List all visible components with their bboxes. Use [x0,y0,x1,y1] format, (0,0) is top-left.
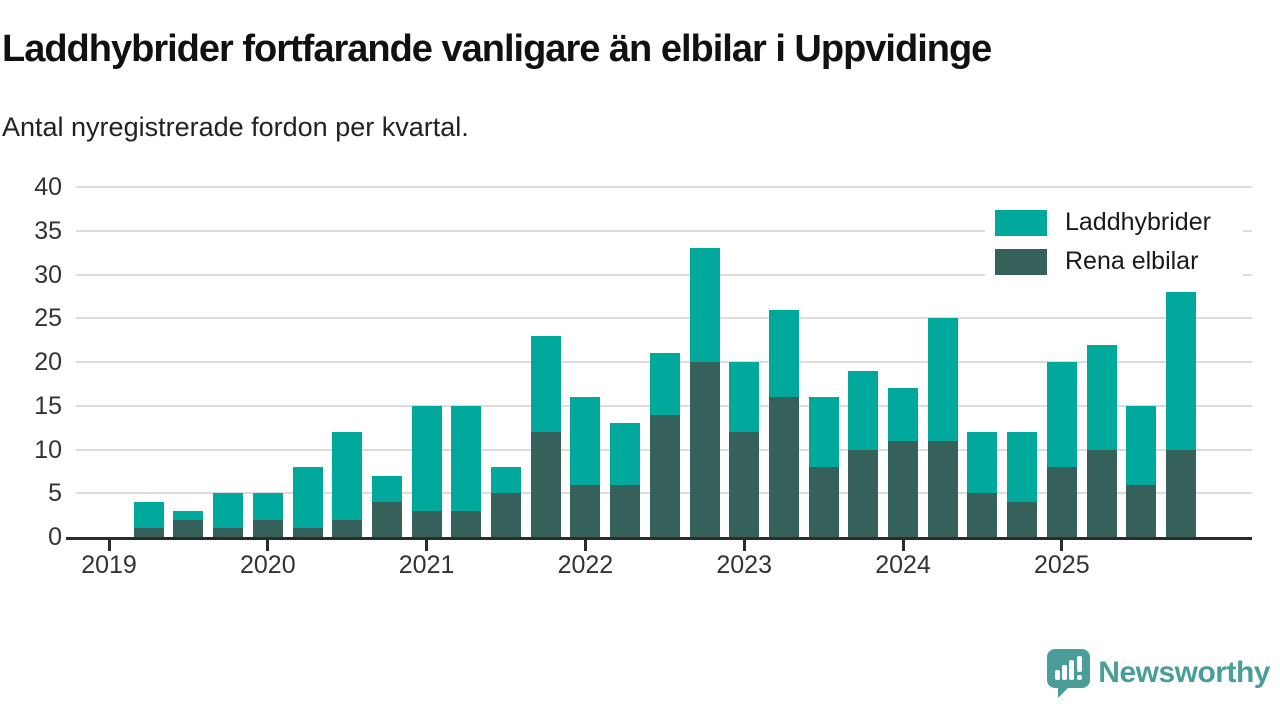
bar-segment-rena-elbilar [213,528,243,537]
bar-segment-rena-elbilar [967,493,997,537]
bar-segment-rena-elbilar [809,467,839,537]
bar-segment-laddhybrider [888,388,918,441]
bar-segment-rena-elbilar [650,415,680,538]
x-axis-tick-mark [902,540,905,551]
chart-legend: Laddhybrider Rena elbilar [985,200,1243,292]
legend-swatch-laddhybrider [995,210,1047,236]
x-axis-tick-mark [1060,540,1063,551]
newsworthy-brand-footer: Newsworthy [1046,648,1270,698]
x-axis-year-label: 2019 [49,551,169,580]
y-axis-tick-label: 20 [4,350,62,375]
y-axis-tick-label: 10 [4,438,62,463]
bar-segment-rena-elbilar [1047,467,1077,537]
y-axis-tick-label: 15 [4,394,62,419]
bar-segment-laddhybrider [293,467,323,528]
bar-segment-laddhybrider [809,397,839,467]
bar-segment-laddhybrider [1087,345,1117,450]
x-axis-year-label: 2021 [367,551,487,580]
bar-segment-laddhybrider [690,248,720,362]
x-axis-year-label: 2025 [1002,551,1122,580]
bar-segment-laddhybrider [332,432,362,520]
x-axis-tick-mark [584,540,587,551]
bar-segment-laddhybrider [451,406,481,511]
bar-segment-laddhybrider [1007,432,1037,502]
bar-segment-laddhybrider [967,432,997,493]
bar-segment-rena-elbilar [372,502,402,537]
bar-segment-laddhybrider [213,493,243,528]
bar-segment-laddhybrider [650,353,680,414]
x-axis-line [66,537,1252,540]
bar-segment-rena-elbilar [610,485,640,538]
y-axis-tick-label: 30 [4,263,62,288]
bar-segment-laddhybrider [412,406,442,511]
bar-segment-rena-elbilar [531,432,561,537]
bar-segment-rena-elbilar [570,485,600,538]
bar-segment-laddhybrider [1166,292,1196,450]
y-axis-tick-label: 0 [4,525,62,550]
bar-segment-rena-elbilar [253,520,283,538]
x-axis-year-label: 2023 [684,551,804,580]
legend-label-rena-elbilar: Rena elbilar [1065,247,1198,276]
x-axis-year-label: 2022 [525,551,645,580]
bar-segment-rena-elbilar [690,362,720,537]
bar-chart-plot-area: 0510152025303540201920202021202220232024… [0,0,1280,720]
bar-segment-laddhybrider [134,502,164,528]
bar-segment-laddhybrider [729,362,759,432]
gridline-y-25 [76,317,1252,319]
bar-segment-rena-elbilar [332,520,362,538]
x-axis-tick-mark [108,540,111,551]
x-axis-year-label: 2024 [843,551,963,580]
legend-item-rena-elbilar: Rena elbilar [995,247,1243,276]
bar-segment-laddhybrider [570,397,600,485]
bar-segment-laddhybrider [491,467,521,493]
newsworthy-brand-name: Newsworthy [1098,656,1270,690]
bar-segment-laddhybrider [173,511,203,520]
gridline-y-40 [76,186,1252,188]
x-axis-tick-mark [266,540,269,551]
y-axis-tick-label: 25 [4,306,62,331]
bar-segment-rena-elbilar [1126,485,1156,538]
bar-segment-laddhybrider [372,476,402,502]
legend-swatch-rena-elbilar [995,249,1047,275]
legend-item-laddhybrider: Laddhybrider [995,208,1243,237]
bar-segment-rena-elbilar [134,528,164,537]
bar-segment-rena-elbilar [769,397,799,537]
bar-segment-rena-elbilar [1007,502,1037,537]
bar-segment-rena-elbilar [412,511,442,537]
bar-segment-laddhybrider [531,336,561,432]
bar-segment-rena-elbilar [173,520,203,538]
y-axis-tick-label: 35 [4,219,62,244]
bar-segment-rena-elbilar [293,528,323,537]
bar-segment-laddhybrider [848,371,878,450]
bar-segment-rena-elbilar [451,511,481,537]
x-axis-year-label: 2020 [208,551,328,580]
bar-segment-rena-elbilar [1087,450,1117,538]
bar-segment-laddhybrider [253,493,283,519]
y-axis-tick-label: 40 [4,175,62,200]
bar-segment-laddhybrider [928,318,958,441]
bar-segment-rena-elbilar [928,441,958,537]
bar-segment-rena-elbilar [848,450,878,538]
bar-segment-rena-elbilar [888,441,918,537]
bar-segment-rena-elbilar [729,432,759,537]
bar-segment-laddhybrider [610,423,640,484]
bar-segment-rena-elbilar [491,493,521,537]
newsworthy-speech-bubble-chart-icon [1046,648,1090,698]
bar-segment-laddhybrider [1126,406,1156,485]
bar-segment-rena-elbilar [1166,450,1196,538]
legend-label-laddhybrider: Laddhybrider [1065,208,1211,237]
bar-segment-laddhybrider [769,310,799,398]
x-axis-tick-mark [425,540,428,551]
bar-segment-laddhybrider [1047,362,1077,467]
y-axis-tick-label: 5 [4,481,62,506]
x-axis-tick-mark [743,540,746,551]
